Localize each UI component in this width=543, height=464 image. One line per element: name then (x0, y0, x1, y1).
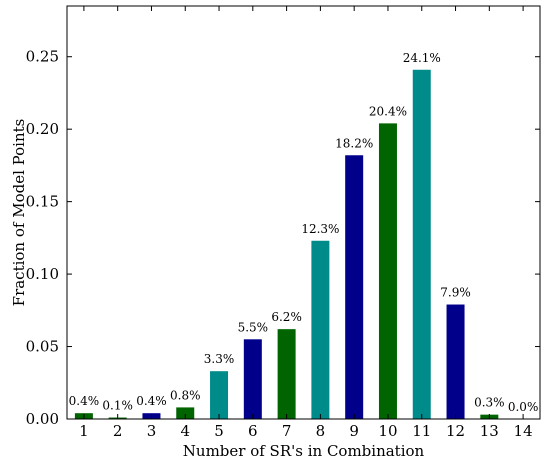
data-label-12: 7.9% (440, 286, 471, 300)
data-label-1: 0.4% (69, 394, 100, 408)
y-tick-label-0.00: 0.00 (26, 410, 59, 428)
x-tick-label-3: 3 (147, 422, 157, 440)
x-tick-label-13: 13 (480, 422, 499, 440)
bar-9 (345, 155, 364, 419)
x-tick-label-2: 2 (113, 422, 123, 440)
data-label-4: 0.8% (170, 388, 201, 402)
y-axis-label: Fraction of Model Points (10, 119, 28, 307)
data-label-5: 3.3% (204, 352, 235, 366)
x-tick-label-12: 12 (446, 422, 465, 440)
data-label-6: 5.5% (238, 320, 269, 334)
data-label-13: 0.3% (474, 396, 505, 410)
x-tick-label-8: 8 (316, 422, 326, 440)
bar-7 (277, 329, 296, 419)
data-label-3: 0.4% (136, 394, 167, 408)
x-tick-label-5: 5 (214, 422, 224, 440)
y-tick-label-0.05: 0.05 (26, 338, 59, 356)
marks-layer: 0.4% 0.1% 0.4% 0.8%3.3%5.5%6.2%12.3%18.2%20… (69, 51, 539, 419)
x-tick-label-1: 1 (79, 422, 89, 440)
data-label-14: 0.0% (508, 400, 539, 414)
bar-12 (446, 304, 465, 419)
y-tick-label-0.15: 0.15 (26, 193, 59, 211)
data-label-7: 6.2% (271, 310, 302, 324)
bar-11 (412, 69, 431, 419)
x-tick-label-10: 10 (378, 422, 397, 440)
bar-4 (176, 407, 195, 419)
ticks-layer: 1 2 3 4 5 6 7 8 9 10 11 12 13 140.000.050.100.150.200… (26, 6, 540, 440)
data-label-9: 18.2% (335, 136, 373, 150)
bar-5 (210, 371, 229, 419)
x-tick-label-9: 9 (349, 422, 359, 440)
data-label-2: 0.1% (102, 399, 133, 413)
x-tick-label-11: 11 (412, 422, 431, 440)
x-tick-label-7: 7 (282, 422, 292, 440)
bar-8 (311, 240, 330, 419)
data-label-8: 12.3% (301, 222, 339, 236)
y-tick-label-0.25: 0.25 (26, 48, 59, 66)
data-label-10: 20.4% (369, 104, 407, 118)
x-tick-label-14: 14 (514, 422, 533, 440)
plot-frame (66, 5, 541, 420)
bar-10 (378, 123, 397, 419)
data-label-11: 24.1% (403, 51, 441, 65)
bar-6 (243, 339, 262, 419)
x-tick-label-6: 6 (248, 422, 258, 440)
x-tick-label-4: 4 (180, 422, 190, 440)
y-tick-label-0.10: 0.10 (26, 265, 59, 283)
x-axis-label: Number of SR's in Combination (183, 442, 425, 460)
y-tick-label-0.20: 0.20 (26, 120, 59, 138)
